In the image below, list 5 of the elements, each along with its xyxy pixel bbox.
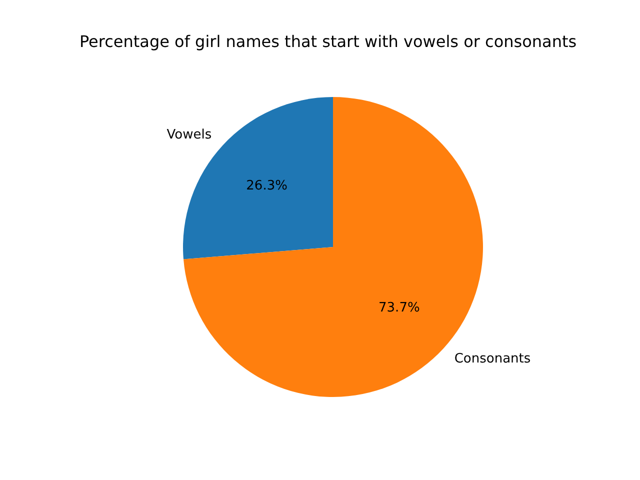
chart-title: Percentage of girl names that start with vowels or consonants: [78, 32, 578, 51]
data-label: 73.7%: [378, 300, 420, 316]
slice-label: Vowels: [166, 128, 212, 143]
data-label: 26.3%: [246, 178, 288, 194]
slice-label: Consonants: [454, 351, 531, 366]
